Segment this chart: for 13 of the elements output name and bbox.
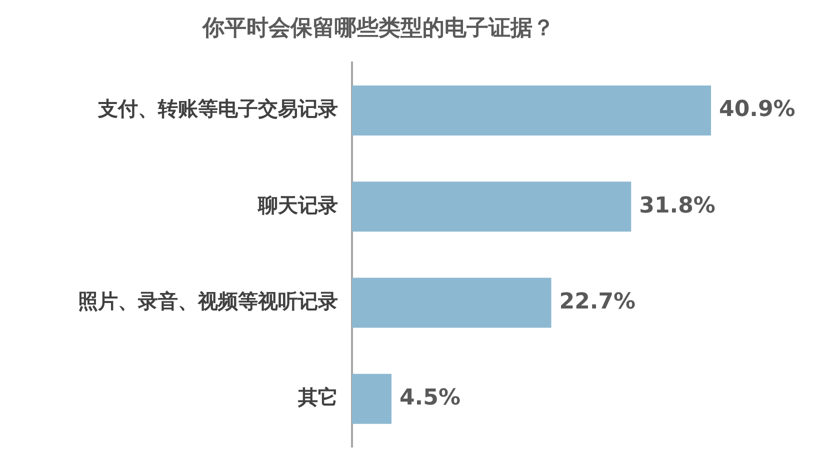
bar (352, 374, 392, 424)
y-tick-label: 其它 (297, 385, 338, 410)
data-label: 22.7% (559, 289, 636, 314)
bar (352, 85, 712, 136)
data-label: 31.8% (639, 193, 716, 218)
bar (352, 278, 552, 328)
bar (352, 182, 632, 232)
y-tick-label: 聊天记录 (257, 192, 338, 217)
data-label: 40.9% (719, 97, 796, 122)
chart-title: 你平时会保留哪些类型的电子证据？ (202, 16, 554, 41)
y-tick-label: 支付、转账等电子交易记录 (97, 96, 338, 121)
y-tick-label: 照片、录音、视频等视听记录 (78, 288, 338, 313)
data-label: 4.5% (400, 386, 461, 411)
